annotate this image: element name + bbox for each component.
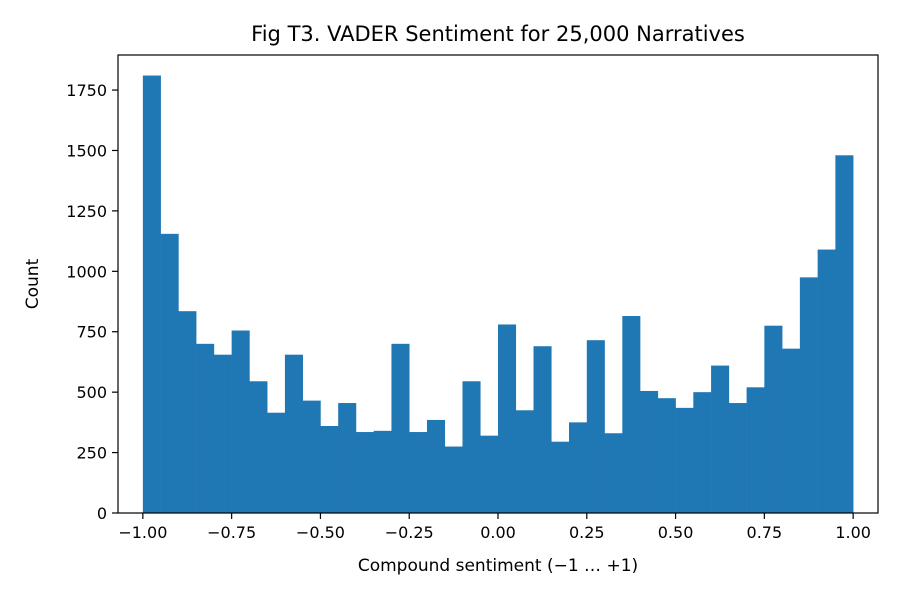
x-tick-label: −1.00 (118, 523, 167, 542)
histogram-bar (515, 410, 534, 513)
plot-frame (117, 54, 879, 514)
y-tick-label: 250 (76, 444, 107, 463)
histogram-bar (178, 311, 197, 513)
histogram-bar (728, 403, 747, 513)
histogram-bar (480, 435, 499, 513)
x-tick-label: 1.00 (835, 523, 871, 542)
histogram-bar (320, 425, 339, 513)
x-tick-label: 0.25 (569, 523, 605, 542)
histogram-bar (799, 277, 818, 513)
x-tick-label: 0.00 (480, 523, 516, 542)
histogram-bar (675, 407, 694, 513)
chart-title: Fig T3. VADER Sentiment for 25,000 Narra… (251, 22, 745, 46)
histogram-bar (711, 365, 730, 513)
histogram-bar (835, 155, 854, 514)
histogram-bar (640, 390, 659, 513)
histogram-bar (284, 354, 303, 513)
bars-group (142, 75, 854, 514)
histogram-bar (498, 324, 517, 513)
histogram-bar (213, 354, 232, 513)
histogram-bar (462, 381, 481, 513)
x-axis-ticks: −1.00 −0.75 −0.50 −0.25 0.00 0.25 0.50 0.75 1.00 (118, 513, 871, 542)
histogram-bar (267, 412, 286, 513)
histogram-bar (409, 432, 428, 513)
histogram-bar (444, 446, 463, 513)
histogram-bar (249, 381, 268, 513)
histogram-bar (142, 75, 161, 514)
y-tick-label: 0 (97, 504, 107, 523)
y-axis-label: Count (23, 258, 43, 309)
x-tick-label: 0.50 (658, 523, 694, 542)
y-tick-label: 750 (76, 323, 107, 342)
histogram-bar (196, 343, 215, 513)
histogram-bar (551, 441, 570, 513)
histogram-bar (782, 348, 801, 513)
histogram-bar (355, 432, 375, 513)
histogram-bar (622, 316, 641, 513)
y-axis-ticks: 0 250 500 750 1000 1250 1500 1750 (66, 81, 118, 523)
y-tick-label: 500 (76, 383, 107, 402)
x-axis-label: Compound sentiment (−1 … +1) (358, 556, 638, 576)
y-tick-label: 1750 (66, 81, 107, 100)
x-tick-label: −0.75 (207, 523, 256, 542)
histogram-bar (426, 419, 446, 513)
y-tick-label: 1000 (66, 262, 107, 281)
histogram-bar (533, 346, 552, 513)
histogram-bar (657, 398, 676, 513)
histogram-bar (160, 233, 179, 513)
histogram-bar (693, 392, 712, 513)
histogram-bar (764, 325, 783, 513)
x-tick-label: 0.75 (747, 523, 783, 542)
histogram-bar (373, 430, 392, 513)
x-tick-label: −0.25 (385, 523, 434, 542)
histogram-bar (569, 422, 588, 513)
x-tick-label: −0.50 (296, 523, 345, 542)
histogram-bar (302, 400, 321, 513)
histogram-bar (817, 249, 836, 513)
histogram-bar (231, 330, 250, 513)
histogram-bar (586, 340, 605, 513)
histogram-bar (746, 387, 765, 513)
histogram-bar (604, 433, 623, 513)
y-tick-label: 1500 (66, 141, 107, 160)
y-tick-label: 1250 (66, 202, 107, 221)
histogram-bar (338, 403, 357, 513)
histogram-bar (391, 343, 410, 513)
